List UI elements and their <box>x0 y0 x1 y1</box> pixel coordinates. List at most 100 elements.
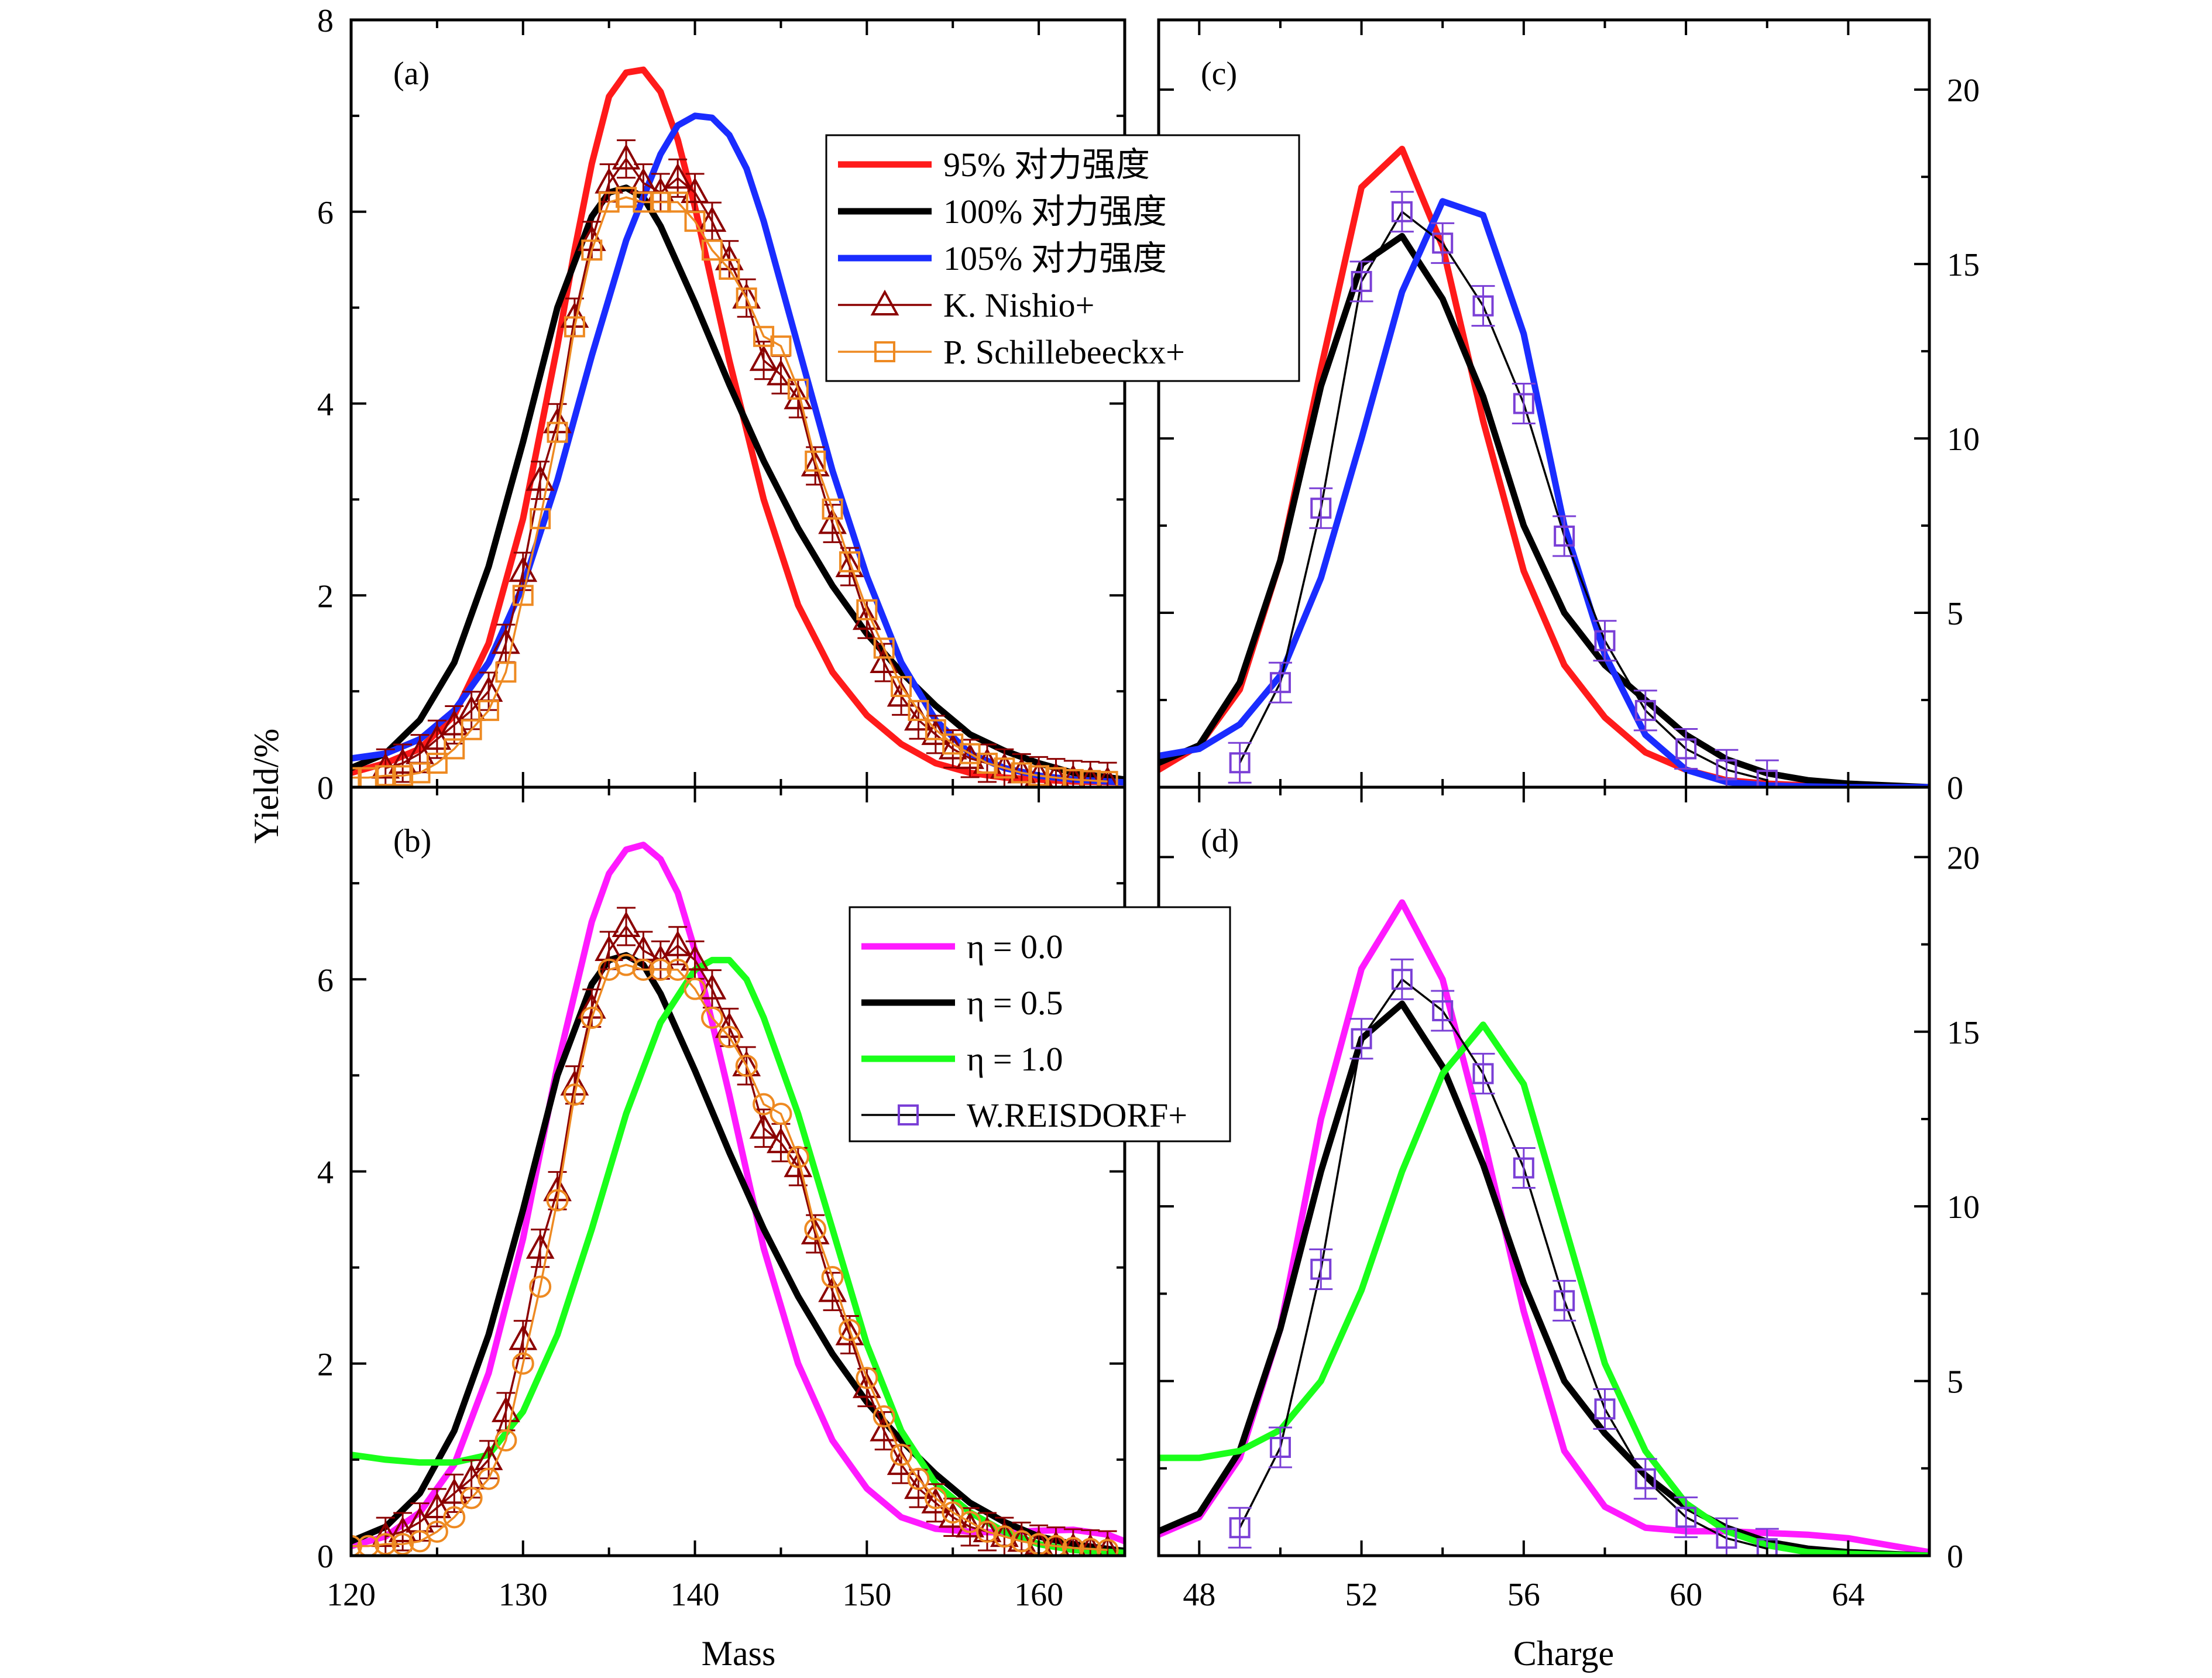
data-point-p-schillebeeckx- <box>684 211 706 232</box>
data-point-k-nishio- <box>784 383 813 410</box>
x-tick-label: 130 <box>499 1577 548 1613</box>
y-tick-label: 2 <box>317 1347 334 1383</box>
y-tick-label: 0 <box>317 1539 334 1575</box>
legend-label: 95% 对力强度 <box>943 146 1150 184</box>
data-point-w-reisdorf- <box>1675 1507 1697 1528</box>
data-point-p-schillebeeckx- <box>391 1533 414 1556</box>
data-point-p-schillebeeckx- <box>976 753 998 774</box>
legend-label: 105% 对力强度 <box>943 239 1167 277</box>
data-point-k-nishio- <box>423 1492 452 1518</box>
plot-area-a <box>351 66 1125 787</box>
y-tick-label: 4 <box>317 1155 334 1191</box>
y-tick-label: 0 <box>1947 770 1963 807</box>
data-point-p-schillebeeckx- <box>425 1520 448 1543</box>
data-point-p-schillebeeckx- <box>924 1487 947 1509</box>
data-point-p-schillebeeckx- <box>374 1533 397 1556</box>
data-point-k-nishio- <box>525 465 555 491</box>
legend-label: K. Nishio+ <box>943 286 1094 324</box>
data-point-w-reisdorf- <box>1756 770 1778 787</box>
data-point-p-schillebeeckx- <box>351 1535 362 1556</box>
data-point-p-schillebeeckx- <box>700 1006 723 1029</box>
data-point-w-reisdorf- <box>1634 699 1656 721</box>
y-tick-label: 15 <box>1947 1015 1980 1051</box>
data-point-p-schillebeeckx- <box>786 1145 809 1168</box>
data-point-k-nishio- <box>767 1127 795 1154</box>
y-tick-label: 0 <box>1947 1539 1963 1575</box>
data-point-p-schillebeeckx- <box>616 187 637 208</box>
data-point-p-schillebeeckx- <box>530 508 551 530</box>
data-point-k-nishio- <box>423 723 452 750</box>
data-point-p-schillebeeckx- <box>650 191 671 213</box>
panel-d: 48 52 56 60 64 0 5 10 15 20 (d) <box>1157 785 1980 1613</box>
data-point-p-schillebeeckx- <box>701 239 723 261</box>
data-point-w-reisdorf- <box>1594 630 1616 651</box>
data-point-p-schillebeeckx- <box>719 259 740 280</box>
legend-label: P. Schillebeeckx+ <box>943 333 1185 371</box>
data-point-k-nishio- <box>818 508 847 534</box>
data-point-k-nishio- <box>767 359 795 386</box>
x-tick-label: 140 <box>671 1577 720 1613</box>
y-tick-label: 5 <box>1947 1364 1963 1401</box>
data-point-p-schillebeeckx- <box>735 1054 758 1077</box>
data-point-k-nishio- <box>852 604 881 630</box>
data-point-w-reisdorf- <box>1310 497 1332 519</box>
series-line-b-1 <box>351 952 1125 1555</box>
x-axis-title-charge: Charge <box>1513 1634 1614 1673</box>
data-point-p-schillebeeckx- <box>925 719 946 740</box>
data-point-p-schillebeeckx- <box>581 1006 603 1029</box>
data-point-p-schillebeeckx- <box>856 1367 878 1389</box>
data-point-w-reisdorf- <box>1432 232 1454 254</box>
data-point-k-nishio- <box>525 1233 555 1259</box>
x-tick-label: 52 <box>1345 1577 1378 1613</box>
series-connector-d-3 <box>1239 977 1768 1550</box>
x-tick-label: 120 <box>327 1577 376 1613</box>
data-point-w-reisdorf- <box>1634 1468 1656 1490</box>
data-point-p-schillebeeckx- <box>563 1083 586 1106</box>
data-point-p-schillebeeckx- <box>598 191 620 213</box>
series-line-a-1 <box>351 184 1125 783</box>
data-point-w-reisdorf- <box>1716 1528 1737 1549</box>
data-point-p-schillebeeckx- <box>547 421 568 443</box>
series-line-d-2 <box>1159 1021 1929 1556</box>
data-point-p-schillebeeckx- <box>478 1467 500 1490</box>
data-point-k-nishio- <box>1095 766 1119 787</box>
y-tick-label: 8 <box>317 3 334 39</box>
y-axis-title: Yield/% <box>247 729 286 844</box>
data-point-p-schillebeeckx- <box>873 1405 895 1428</box>
data-point-p-schillebeeckx- <box>597 958 620 981</box>
data-point-w-reisdorf- <box>1269 1436 1291 1458</box>
data-point-p-schillebeeckx- <box>351 767 362 787</box>
data-point-p-schillebeeckx- <box>443 1506 466 1529</box>
data-point-p-schillebeeckx- <box>649 958 672 981</box>
data-point-p-schillebeeckx- <box>1010 1530 1033 1553</box>
data-point-p-schillebeeckx- <box>512 585 534 606</box>
data-point-p-schillebeeckx- <box>736 287 757 309</box>
legend-marker <box>874 341 895 362</box>
data-point-k-nishio- <box>371 1521 400 1547</box>
data-point-p-schillebeeckx- <box>357 1535 380 1556</box>
data-point-p-schillebeeckx- <box>838 1319 861 1341</box>
data-point-p-schillebeeckx- <box>375 765 396 787</box>
panel-tag-c: (c) <box>1201 56 1237 92</box>
legend-top: 95% 对力强度 100% 对力强度 105% 对力强度 K. Nishio+ P. S… <box>825 134 1300 382</box>
legends: 95% 对力强度 100% 对力强度 105% 对力强度 K. Nishio+ P. S… <box>825 134 1300 1142</box>
data-point-k-nishio- <box>663 163 692 189</box>
series-connector-c-3 <box>1239 210 1768 781</box>
panel-b: 120 130 140 150 160 0 2 4 6 (b) <box>317 785 1126 1613</box>
legend-bottom: η = 0.0 η = 0.5 η = 1.0 W.REISDORF+ <box>849 906 1231 1142</box>
data-point-w-reisdorf- <box>1716 759 1737 781</box>
data-point-k-nishio- <box>612 143 641 170</box>
data-point-p-schillebeeckx- <box>444 738 465 760</box>
data-point-k-nishio- <box>921 719 950 745</box>
x-tick-label: 160 <box>1014 1577 1063 1613</box>
legend-label: η = 0.5 <box>967 984 1063 1022</box>
data-point-p-schillebeeckx- <box>1062 1536 1084 1556</box>
data-point-p-schillebeeckx- <box>667 191 689 213</box>
data-point-k-nishio- <box>1060 764 1086 787</box>
data-point-p-schillebeeckx- <box>683 977 706 1000</box>
data-point-p-schillebeeckx- <box>804 1217 827 1240</box>
y-tick-label: 10 <box>1947 1189 1980 1226</box>
data-point-p-schillebeeckx- <box>787 378 809 400</box>
y-tick-label: 2 <box>317 578 334 615</box>
data-point-p-schillebeeckx- <box>581 239 603 261</box>
